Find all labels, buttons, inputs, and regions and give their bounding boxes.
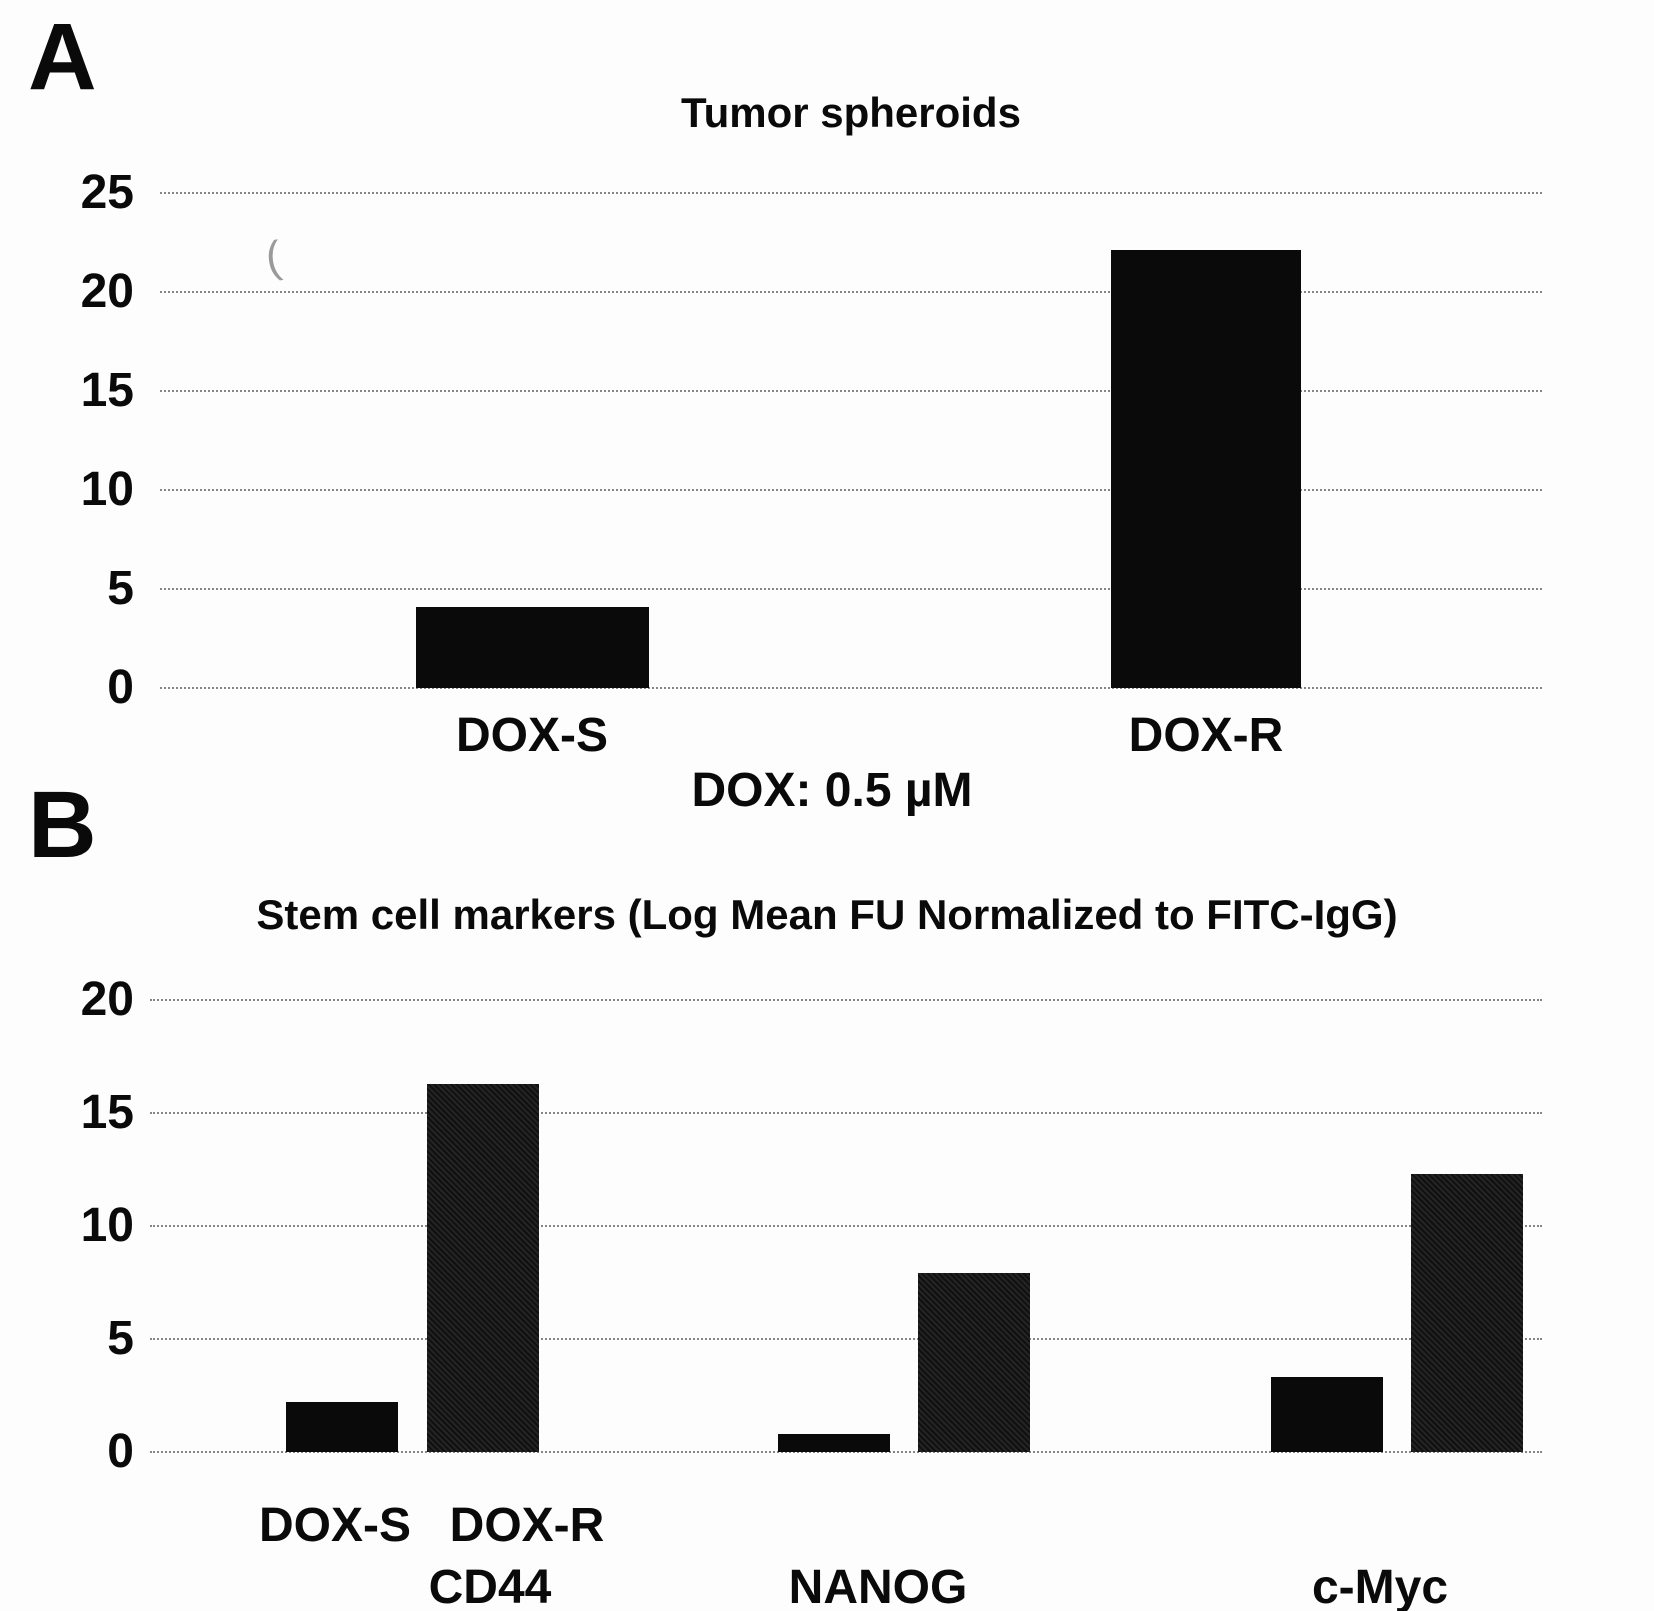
panel-a-xlabel-dox-r: DOX-R	[1128, 709, 1284, 762]
y-tick-label-a-10: 10	[80, 463, 134, 516]
y-tick-label-a-0: 0	[107, 661, 134, 714]
bar-panel-a-dox-s	[416, 606, 649, 688]
bar-cd44-dox-s	[286, 1402, 398, 1452]
panel-b-letter: B	[28, 772, 97, 878]
panel-b-category-cd44: CD44	[428, 1561, 552, 1611]
y-tick-label-b-10: 10	[80, 1199, 134, 1252]
gridline-a-25	[160, 192, 1542, 194]
panel-a-xlabel-dox-s: DOX-S	[455, 709, 608, 762]
bar-c-myc-dox-r	[1411, 1174, 1523, 1452]
panel-b-category-c-myc: c-Myc	[1311, 1561, 1449, 1611]
panel-b-pair-label-dox-r: DOX-R	[449, 1499, 605, 1552]
bar-nanog-dox-s	[778, 1433, 890, 1452]
bar-panel-a-dox-r	[1111, 250, 1301, 688]
y-tick-label-a-15: 15	[80, 364, 134, 417]
y-tick-label-b-15: 15	[80, 1086, 134, 1139]
gridline-a-5	[160, 588, 1542, 590]
y-tick-label-a-25: 25	[80, 166, 134, 219]
panel-b-pair-label-dox-s: DOX-S	[258, 1499, 411, 1552]
panel-b-plot-area	[150, 999, 1542, 1453]
bar-cd44-dox-r	[427, 1083, 539, 1452]
gridline-a-0	[160, 687, 1542, 689]
panel-a-plot-area	[160, 192, 1542, 689]
panel-a-letter: A	[28, 4, 97, 110]
gridline-b-5	[150, 1338, 1542, 1340]
gridline-a-15	[160, 390, 1542, 392]
gridline-a-10	[160, 489, 1542, 491]
y-tick-label-a-5: 5	[107, 562, 134, 615]
y-tick-label-b-0: 0	[107, 1425, 134, 1478]
y-tick-label-b-20: 20	[80, 973, 134, 1026]
gridline-b-20	[150, 999, 1542, 1001]
gridline-b-10	[150, 1225, 1542, 1227]
gridline-b-0	[150, 1451, 1542, 1453]
bar-c-myc-dox-s	[1271, 1377, 1383, 1452]
panel-a-title: Tumor spheroids	[681, 89, 1021, 136]
y-tick-label-a-20: 20	[80, 265, 134, 318]
panel-b-category-nanog: NANOG	[788, 1561, 968, 1611]
y-tick-label-b-5: 5	[107, 1312, 134, 1365]
gridline-a-20	[160, 291, 1542, 293]
gridline-b-15	[150, 1112, 1542, 1114]
bar-nanog-dox-r	[918, 1273, 1030, 1452]
dox-dose-note: DOX: 0.5 µM	[691, 764, 973, 817]
panel-b-title: Stem cell markers (Log Mean FU Normalize…	[256, 891, 1398, 938]
